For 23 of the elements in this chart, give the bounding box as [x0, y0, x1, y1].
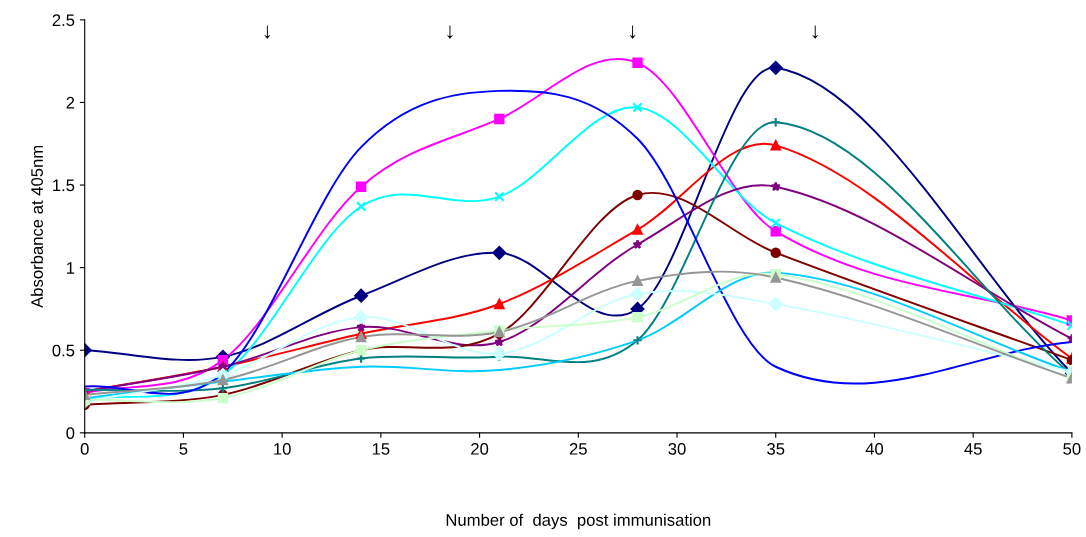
y-tick-label: 2 — [66, 96, 75, 109]
y-tick-label: 1.5 — [53, 179, 75, 192]
annotation: ↓ — [812, 25, 818, 39]
x-tick-label: 10 — [274, 442, 291, 455]
annotation: ↓ — [264, 25, 270, 39]
x-tick-label: 5 — [179, 443, 188, 455]
x-tick-label: 25 — [569, 442, 587, 455]
x-tick-label: 0 — [80, 442, 89, 455]
x-tick-label: 15 — [372, 443, 390, 455]
x-tick-label: 20 — [471, 442, 489, 455]
y-tick-label: 1 — [66, 262, 75, 274]
x-axis-title: Number of days post immunisation — [446, 513, 711, 530]
annotation: ↓ — [447, 25, 453, 39]
x-tick-label: 30 — [668, 442, 686, 455]
y-tick-label: 0.5 — [52, 344, 75, 357]
x-tick-label: 45 — [964, 443, 982, 455]
x-tick-label: 40 — [865, 442, 884, 455]
y-axis-title: Absorbance at 405nm — [30, 145, 43, 308]
annotation: ↓ — [629, 25, 636, 39]
x-tick-label: 50 — [1063, 442, 1081, 455]
y-tick-label: 0 — [66, 427, 75, 440]
x-tick-label: 35 — [767, 442, 785, 455]
y-tick-label: 2.5 — [52, 14, 75, 27]
